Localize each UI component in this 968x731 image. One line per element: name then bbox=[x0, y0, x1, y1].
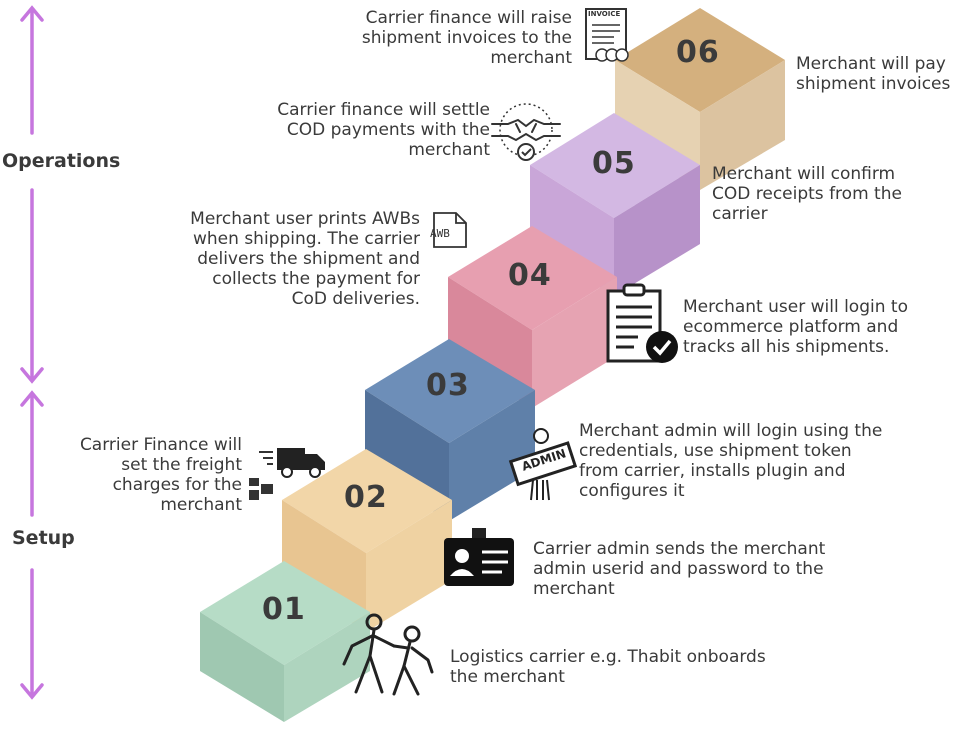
section-arrows bbox=[20, 5, 44, 700]
delivery-truck-icon bbox=[249, 448, 325, 500]
step-02-text: Carrier admin sends the merchant admin u… bbox=[533, 539, 826, 599]
step-number-06: 06 bbox=[676, 35, 720, 70]
awb-note: Merchant user prints AWBs when shipping.… bbox=[190, 209, 420, 309]
invoice-icon-label: INVOICE bbox=[588, 10, 621, 18]
settle-note: Carrier finance will settle COD payments… bbox=[277, 100, 490, 160]
invoice-icon: INVOICE bbox=[584, 7, 640, 65]
step-number-05: 05 bbox=[592, 146, 636, 181]
section-label-operations: Operations bbox=[2, 150, 121, 172]
checklist-icon bbox=[606, 283, 678, 363]
section-label-setup: Setup bbox=[12, 527, 75, 549]
awb-document-icon: AWB bbox=[428, 211, 468, 249]
admin-sign-icon: ADMIN bbox=[507, 426, 578, 502]
step-01-text: Logistics carrier e.g. Thabit onboards t… bbox=[450, 647, 766, 687]
id-card-icon bbox=[444, 528, 514, 586]
handshake-icon bbox=[491, 103, 561, 161]
step-04-cube bbox=[448, 226, 617, 408]
step-number-03: 03 bbox=[426, 368, 470, 403]
step-number-01: 01 bbox=[262, 592, 306, 627]
onboarding-people-icon bbox=[342, 613, 434, 696]
step-05-text: Merchant will confirm COD receipts from … bbox=[712, 164, 902, 224]
step-01-cube bbox=[200, 561, 370, 722]
freight-note: Carrier Finance will set the freight cha… bbox=[79, 435, 242, 515]
step-04-text: Merchant user will login to ecommerce pl… bbox=[683, 297, 908, 357]
step-06-text: Merchant will pay shipment invoices bbox=[796, 54, 951, 94]
awb-icon-label: AWB bbox=[430, 227, 450, 240]
step-number-04: 04 bbox=[508, 258, 552, 293]
step-03-text: Merchant admin will login using the cred… bbox=[579, 421, 883, 501]
invoice-note: Carrier finance will raise shipment invo… bbox=[361, 8, 572, 68]
step-number-02: 02 bbox=[344, 480, 388, 515]
